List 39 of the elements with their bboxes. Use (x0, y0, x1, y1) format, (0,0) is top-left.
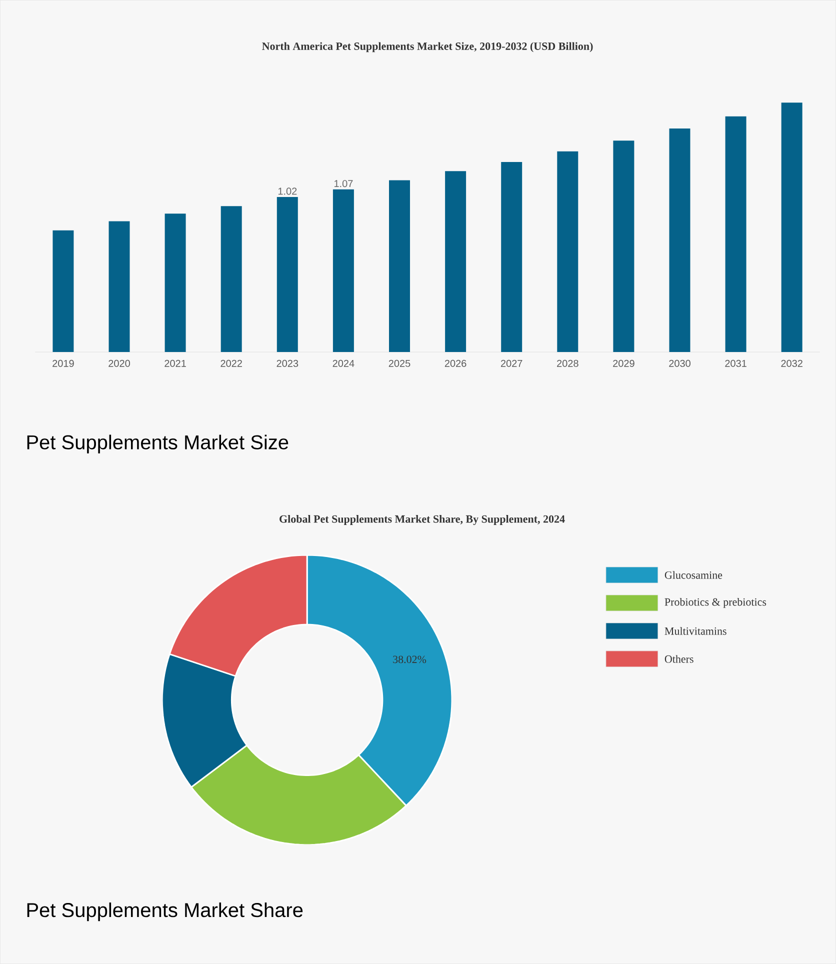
bar (220, 206, 242, 352)
x-tick-label: 2028 (557, 360, 578, 367)
x-tick-label: 2029 (613, 360, 634, 367)
x-tick-label: 2031 (725, 360, 746, 367)
text: Pet Supplements Market Size (27, 434, 288, 454)
bar (613, 140, 634, 352)
x-tick-label: 2032 (781, 360, 802, 367)
chart-title: North America Pet Supplements Market Size, 2019-2032 (USD Billion) (262, 42, 593, 52)
bar (388, 180, 410, 352)
bar (332, 189, 354, 352)
x-tick-label: 2030 (669, 360, 690, 367)
data-label: 1.07 (334, 180, 353, 188)
x-tick-label: 2020 (108, 360, 130, 367)
legend-label: Multivitamins (664, 627, 726, 635)
bar (276, 196, 298, 352)
x-tick-label: 2023 (276, 360, 298, 367)
bar (108, 221, 130, 352)
x-tick-label: 2027 (500, 360, 522, 367)
x-tick-label: 2026 (444, 360, 466, 367)
data-label: 38.02% (393, 656, 426, 664)
x-tick-label: 2025 (388, 360, 410, 367)
bar (725, 116, 746, 352)
bar (781, 102, 802, 352)
legend-label: Glucosamine (664, 571, 722, 579)
data-label: 1.02 (278, 188, 297, 195)
text: Pet Supplements Market Share (27, 902, 303, 922)
bar (501, 162, 522, 352)
x-tick-label: 2024 (332, 360, 354, 367)
legend-label: Others (664, 655, 694, 663)
legend-label: Probiotics & prebiotics (664, 598, 766, 608)
bar (52, 230, 74, 352)
x-tick-label: 2021 (164, 360, 186, 367)
chart-title: Global Pet Supplements Market Share, By Supplement, 2024 (280, 515, 565, 525)
bar (557, 151, 578, 352)
bar (669, 128, 690, 352)
bar (445, 171, 466, 352)
x-tick-label: 2022 (220, 360, 242, 367)
x-tick-label: 2019 (52, 360, 74, 367)
bar (164, 214, 186, 352)
